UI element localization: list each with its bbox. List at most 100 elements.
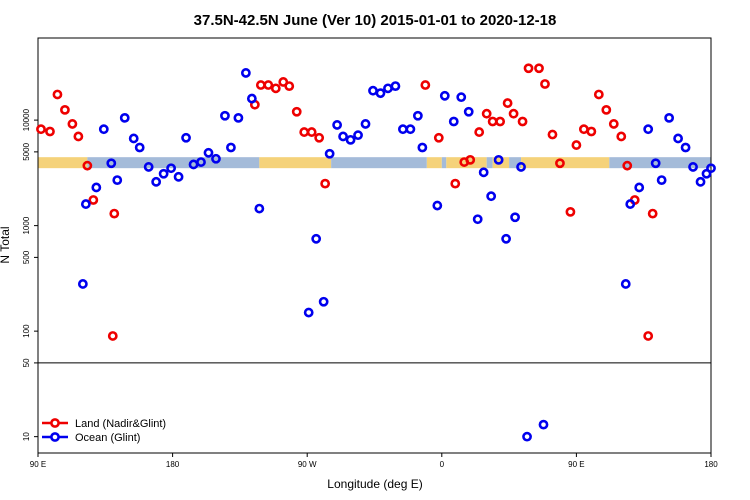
series-ocean	[77, 68, 716, 442]
x-tick-label: 90 E	[568, 460, 584, 469]
data-point	[143, 162, 154, 172]
data-point	[383, 83, 393, 94]
y-tick-label: 10	[22, 432, 31, 441]
data-point	[706, 163, 716, 174]
data-point	[332, 120, 343, 130]
data-point	[487, 116, 498, 127]
y-tick-label: 5000	[22, 142, 31, 160]
data-point	[255, 80, 266, 90]
data-point	[166, 163, 177, 174]
data-point	[211, 153, 221, 164]
data-point	[516, 162, 526, 172]
data-point	[664, 112, 675, 123]
data-point	[324, 148, 335, 159]
data-point	[502, 98, 513, 108]
data-point	[107, 331, 118, 341]
data-point	[36, 124, 46, 135]
data-point	[284, 81, 295, 92]
legend-marker	[50, 432, 60, 442]
data-point	[233, 112, 244, 123]
data-point	[106, 158, 117, 169]
data-points	[36, 63, 716, 442]
data-point	[474, 127, 485, 137]
data-point	[77, 279, 88, 289]
data-point	[240, 68, 251, 78]
data-point	[263, 80, 274, 90]
data-point	[375, 88, 386, 99]
data-point	[360, 119, 371, 129]
data-point	[303, 307, 314, 318]
data-point	[647, 208, 658, 219]
data-point	[643, 124, 654, 135]
data-point	[463, 106, 474, 117]
data-point	[338, 131, 348, 142]
x-tick-label: 90 W	[298, 460, 317, 469]
data-point	[52, 89, 63, 100]
legend: Land (Nadir&Glint) Ocean (Glint)	[42, 418, 166, 444]
data-point	[158, 168, 169, 179]
data-point	[112, 175, 123, 186]
data-point	[173, 171, 184, 182]
data-point	[608, 119, 619, 129]
data-point	[695, 176, 706, 187]
data-point	[353, 130, 363, 141]
data-point	[450, 178, 461, 189]
data-point	[673, 133, 683, 144]
data-point	[45, 126, 55, 137]
data-point	[616, 131, 627, 142]
data-point	[88, 195, 99, 205]
data-point	[465, 154, 476, 165]
data-point	[620, 279, 631, 289]
data-point	[345, 134, 356, 145]
y-axis-label: N Total	[0, 226, 12, 263]
data-point	[220, 110, 230, 121]
data-point	[73, 131, 84, 142]
x-tick-label: 180	[166, 460, 180, 469]
data-point	[565, 206, 576, 217]
data-point	[622, 160, 633, 171]
legend-marker	[50, 418, 60, 428]
data-point	[270, 83, 281, 94]
band-segment-land	[426, 157, 442, 169]
data-point	[534, 63, 544, 74]
band-segment-ocean	[87, 157, 260, 169]
chart-title: 37.5N-42.5N June (Ver 10) 2015-01-01 to …	[194, 12, 557, 29]
data-point	[433, 132, 444, 143]
data-point	[456, 92, 467, 103]
data-point	[495, 116, 506, 127]
data-point	[246, 93, 257, 104]
data-point	[91, 182, 102, 193]
y-tick-label: 50	[22, 358, 31, 367]
data-point	[501, 233, 512, 244]
data-point	[417, 142, 428, 153]
data-point	[472, 214, 483, 225]
y-tick-label: 10000	[22, 108, 31, 131]
data-point	[254, 203, 265, 214]
band-segment-ocean	[331, 157, 427, 169]
data-point	[196, 157, 206, 167]
data-point	[517, 116, 528, 127]
data-point	[688, 162, 698, 172]
data-point	[311, 233, 322, 244]
band-segment-ocean	[441, 157, 447, 169]
data-point	[478, 167, 489, 178]
data-point	[203, 147, 214, 158]
data-point	[291, 106, 302, 117]
band-segment-land	[259, 157, 332, 169]
data-point	[593, 89, 604, 100]
data-point	[412, 110, 423, 121]
data-point	[80, 199, 91, 209]
band-segment-ocean	[509, 157, 522, 169]
data-point	[493, 154, 504, 165]
data-point	[226, 142, 236, 153]
data-point	[181, 132, 191, 143]
data-point	[508, 108, 519, 119]
data-point	[481, 108, 492, 119]
data-point	[314, 132, 325, 143]
x-axis-label: Longitude (deg E)	[327, 477, 422, 491]
data-point	[486, 191, 497, 202]
band-segment-land	[521, 157, 610, 169]
data-point	[650, 158, 661, 169]
y-tick-label: 1000	[22, 216, 31, 234]
